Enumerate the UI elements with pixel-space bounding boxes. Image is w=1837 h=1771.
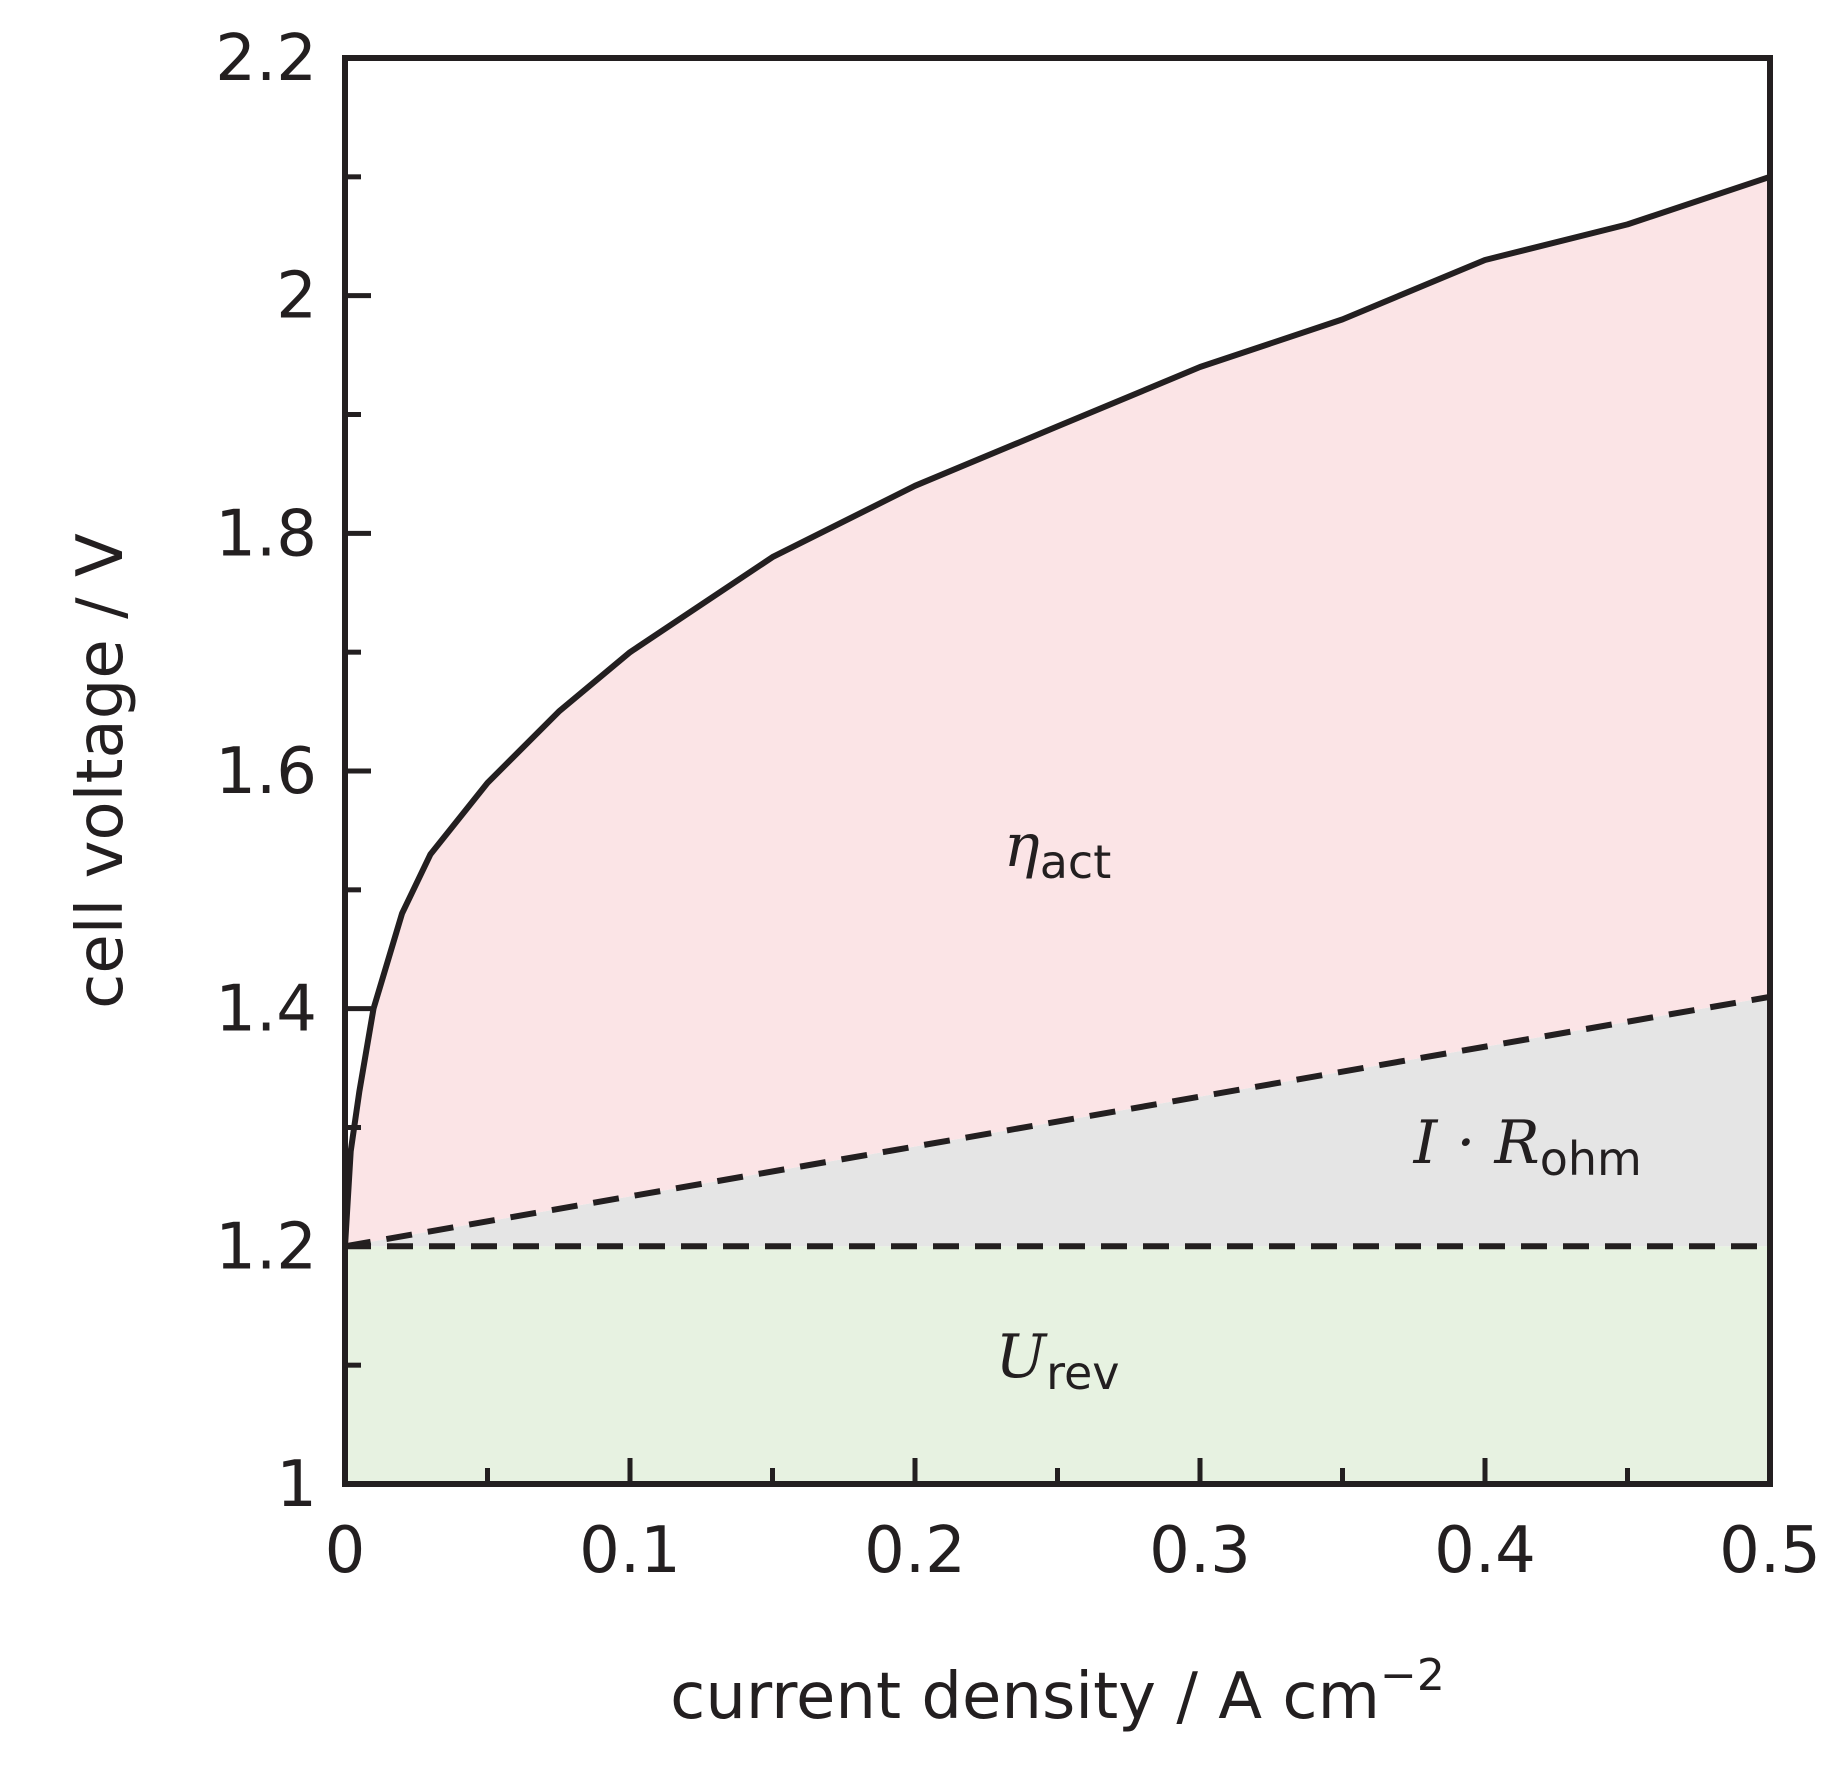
y-tick-label: 1.4 — [215, 973, 317, 1047]
fill-regions — [345, 176, 1770, 1484]
x-tick-label: 0.5 — [1719, 1514, 1821, 1588]
y-tick-label: 1.6 — [215, 735, 317, 809]
region-u-rev — [345, 1246, 1770, 1484]
tick-labels: 0 0.1 0.2 0.3 0.4 0.5 1 1.2 1.4 1.6 1.8 2 2.2 — [215, 22, 1821, 1588]
x-tick-label: 0.4 — [1434, 1514, 1536, 1588]
x-tick-label: 0.2 — [864, 1514, 966, 1588]
series-line-polarization-curve — [342, 173, 1771, 1247]
series-lines — [342, 173, 1771, 1250]
region-label-u-rev: Urev — [995, 1322, 1119, 1400]
region-label-eta-act: ηact — [1004, 811, 1111, 889]
y-tick-label: 2 — [276, 260, 317, 334]
x-tick-label: 0.1 — [579, 1514, 681, 1588]
x-tick-label: 0 — [325, 1514, 366, 1588]
y-tick-label: 1.8 — [215, 497, 317, 571]
y-axis-title: cell voltage / V — [64, 533, 138, 1009]
x-axis-title: current density / A cm−2 — [670, 1650, 1445, 1734]
axis-ticks — [342, 55, 1773, 1487]
y-tick-label: 1 — [276, 1448, 317, 1522]
region-eta-act — [345, 176, 1770, 1247]
x-tick-label: 0.3 — [1149, 1514, 1251, 1588]
y-tick-label: 1.2 — [215, 1210, 317, 1284]
series-line-dashed-1 — [344, 993, 1771, 1250]
region-label-i-r-ohm: I · Rohm — [1413, 1108, 1642, 1186]
y-tick-label: 2.2 — [215, 22, 317, 96]
